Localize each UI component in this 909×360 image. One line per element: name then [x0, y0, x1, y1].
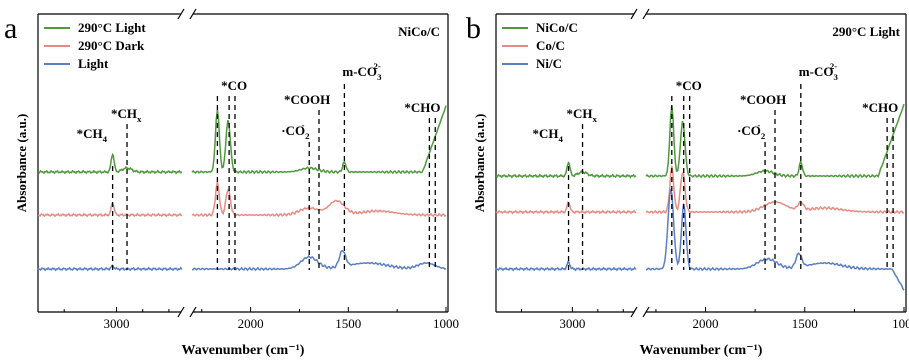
- annotation-label-scripts: *CH4: [77, 126, 108, 144]
- x-axis-label: Wavenumber (cm⁻¹): [640, 343, 763, 358]
- annotation-label: *CH: [77, 126, 103, 141]
- x-axis-label: Wavenumber (cm⁻¹): [182, 343, 305, 358]
- x-tick-label: 1000: [433, 316, 459, 331]
- series-line-co-c: [495, 201, 637, 215]
- axis-break-mark: [177, 8, 185, 20]
- series-line-290-c-dark: [37, 202, 183, 218]
- panel-letter-a: a: [4, 12, 17, 45]
- series-line-nico-c: [645, 103, 905, 179]
- legend-label: Co/C: [536, 38, 565, 53]
- axis-break-mark: [177, 306, 185, 318]
- annotation-label-scripts: *CHO: [404, 100, 440, 115]
- annotation-label: ·CO: [737, 123, 761, 138]
- series-line-290-c-light: [37, 152, 183, 175]
- annotation-label-scripts: *CHx: [111, 106, 142, 124]
- axis-break-mark: [642, 8, 650, 20]
- annotation-label: m-CO: [799, 64, 834, 79]
- annotation-label-scripts: ·CO2-: [737, 120, 766, 141]
- annotation-label: m-CO: [342, 64, 377, 79]
- annotation-label-scripts: *CO: [221, 78, 247, 93]
- y-axis-label: Absorbance (a.u.): [472, 114, 487, 213]
- series-line-290-c-light: [191, 105, 447, 175]
- annotation-label: *COOH: [284, 92, 330, 107]
- axis-break-mark: [642, 306, 650, 318]
- axis-break-mark: [189, 306, 197, 318]
- annotation-label-scripts: *CO: [676, 78, 702, 93]
- legend-label: Ni/C: [536, 56, 562, 71]
- x-tick-label: 2000: [238, 316, 264, 331]
- y-axis-label: Absorbance (a.u.): [14, 114, 29, 213]
- chart-title: NiCo/C: [398, 24, 440, 39]
- axis-break-mark: [630, 8, 638, 20]
- series-line-nico-c: [495, 161, 637, 179]
- annotation-label-scripts: *CH4: [533, 126, 564, 144]
- legend-label: Light: [78, 56, 109, 71]
- legend-label: 290°C Light: [78, 20, 146, 35]
- axis-break-mark: [189, 8, 197, 20]
- panel-letter-b: b: [466, 12, 481, 45]
- annotation-label-scripts: m-CO32-: [799, 61, 839, 82]
- legend-label: NiCo/C: [536, 20, 578, 35]
- annotation-label: *CH: [567, 106, 593, 121]
- annotation-label: *CO: [676, 78, 702, 93]
- series-line-ni-c: [645, 189, 905, 291]
- annotation-label: *CH: [111, 106, 137, 121]
- annotation-label-scripts: m-CO32-: [342, 61, 382, 82]
- x-tick-label: 3000: [104, 316, 130, 331]
- axis-break-mark: [630, 306, 638, 318]
- annotation-label-scripts: *COOH: [284, 92, 330, 107]
- annotation-label-scripts: *CHx: [567, 106, 598, 124]
- annotation-label: *CO: [221, 78, 247, 93]
- x-tick-label: 1500: [335, 316, 361, 331]
- annotation-label: *COOH: [740, 92, 786, 107]
- legend-label: 290°C Dark: [78, 38, 145, 53]
- x-tick-label: 100(: [892, 316, 909, 331]
- series-line-ni-c: [495, 260, 637, 272]
- annotation-label: ·CO: [281, 123, 305, 138]
- series-line-light: [37, 264, 183, 272]
- annotation-label-scripts: *COOH: [740, 92, 786, 107]
- annotation-label: *CHO: [862, 100, 898, 115]
- x-tick-label: 1500: [792, 316, 818, 331]
- x-tick-label: 3000: [559, 316, 585, 331]
- chart-title: 290°C Light: [832, 24, 900, 39]
- annotation-label: *CHO: [404, 100, 440, 115]
- x-tick-label: 2000: [693, 316, 719, 331]
- annotation-label: *CH: [533, 126, 559, 141]
- annotation-label-scripts: *CHO: [862, 100, 898, 115]
- annotation-label-scripts: ·CO2-: [281, 120, 310, 141]
